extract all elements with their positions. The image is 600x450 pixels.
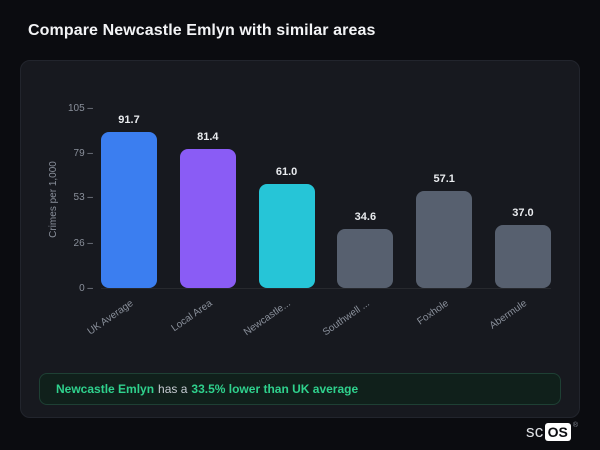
chart-card: Crimes per 1,000 0 –26 –53 –79 –105 – 91… (20, 60, 580, 418)
comparison-note: Newcastle Emlyn has a 33.5% lower than U… (39, 373, 561, 405)
bar-column: 34.6 Southwell ... (321, 109, 394, 338)
bar-column: 61.0 Newcastle... (242, 109, 315, 338)
bar-uk-average[interactable] (101, 131, 157, 288)
note-area-name: Newcastle Emlyn (56, 382, 155, 396)
bar-abermule[interactable] (494, 224, 551, 288)
bar-value-label: 57.1 (433, 172, 455, 185)
x-tick-label: Abermule (487, 298, 530, 332)
note-middle-text: has a (158, 382, 188, 396)
bar-value-label: 37.0 (512, 206, 534, 219)
y-tick-label: 26 – (73, 238, 93, 250)
y-tick-label: 105 – (67, 103, 93, 114)
y-axis-ticks: 0 – 26 – 53 – 79 – 105 – (57, 103, 93, 294)
registered-mark: ® (572, 422, 578, 429)
bar-newcastle[interactable] (258, 184, 315, 288)
bar-column: 57.1 Foxhole (415, 109, 473, 327)
page-title: Compare Newcastle Emlyn with similar are… (28, 22, 376, 39)
x-tick-label: Southwell ... (320, 298, 372, 339)
bar-value-label: 81.4 (197, 131, 219, 144)
bar-local-area[interactable] (179, 149, 236, 288)
bar-value-label: 34.6 (354, 211, 377, 224)
bar-value-label: 91.7 (118, 113, 140, 126)
x-tick-label: Local Area (169, 298, 215, 335)
y-tick-label: 0 – (79, 283, 93, 294)
bar-column: 91.7 UK Average (85, 109, 157, 338)
plot-area: 91.7 UK Average 81.4 Local Area 61.0 Newcastl… (85, 109, 551, 338)
bar-foxhole[interactable] (416, 190, 473, 288)
y-tick-label: 53 – (73, 192, 93, 204)
x-tick-label: UK Average (85, 298, 136, 338)
x-tick-label: Foxhole (415, 298, 451, 328)
note-stat: 33.5% lower than UK average (191, 382, 359, 396)
brand-os-box: OS (544, 423, 571, 441)
brand-logo: sc OS ® (526, 422, 578, 442)
y-tick-label: 79 – (73, 147, 93, 159)
bar-column: 81.4 Local Area (169, 109, 236, 334)
x-tick-label: Newcastle... (241, 298, 293, 339)
bar-value-label: 61.0 (275, 166, 298, 179)
bar-southwell[interactable] (337, 229, 394, 288)
bar-column: 37.0 Abermule (488, 109, 551, 332)
brand-prefix: sc (525, 422, 544, 441)
